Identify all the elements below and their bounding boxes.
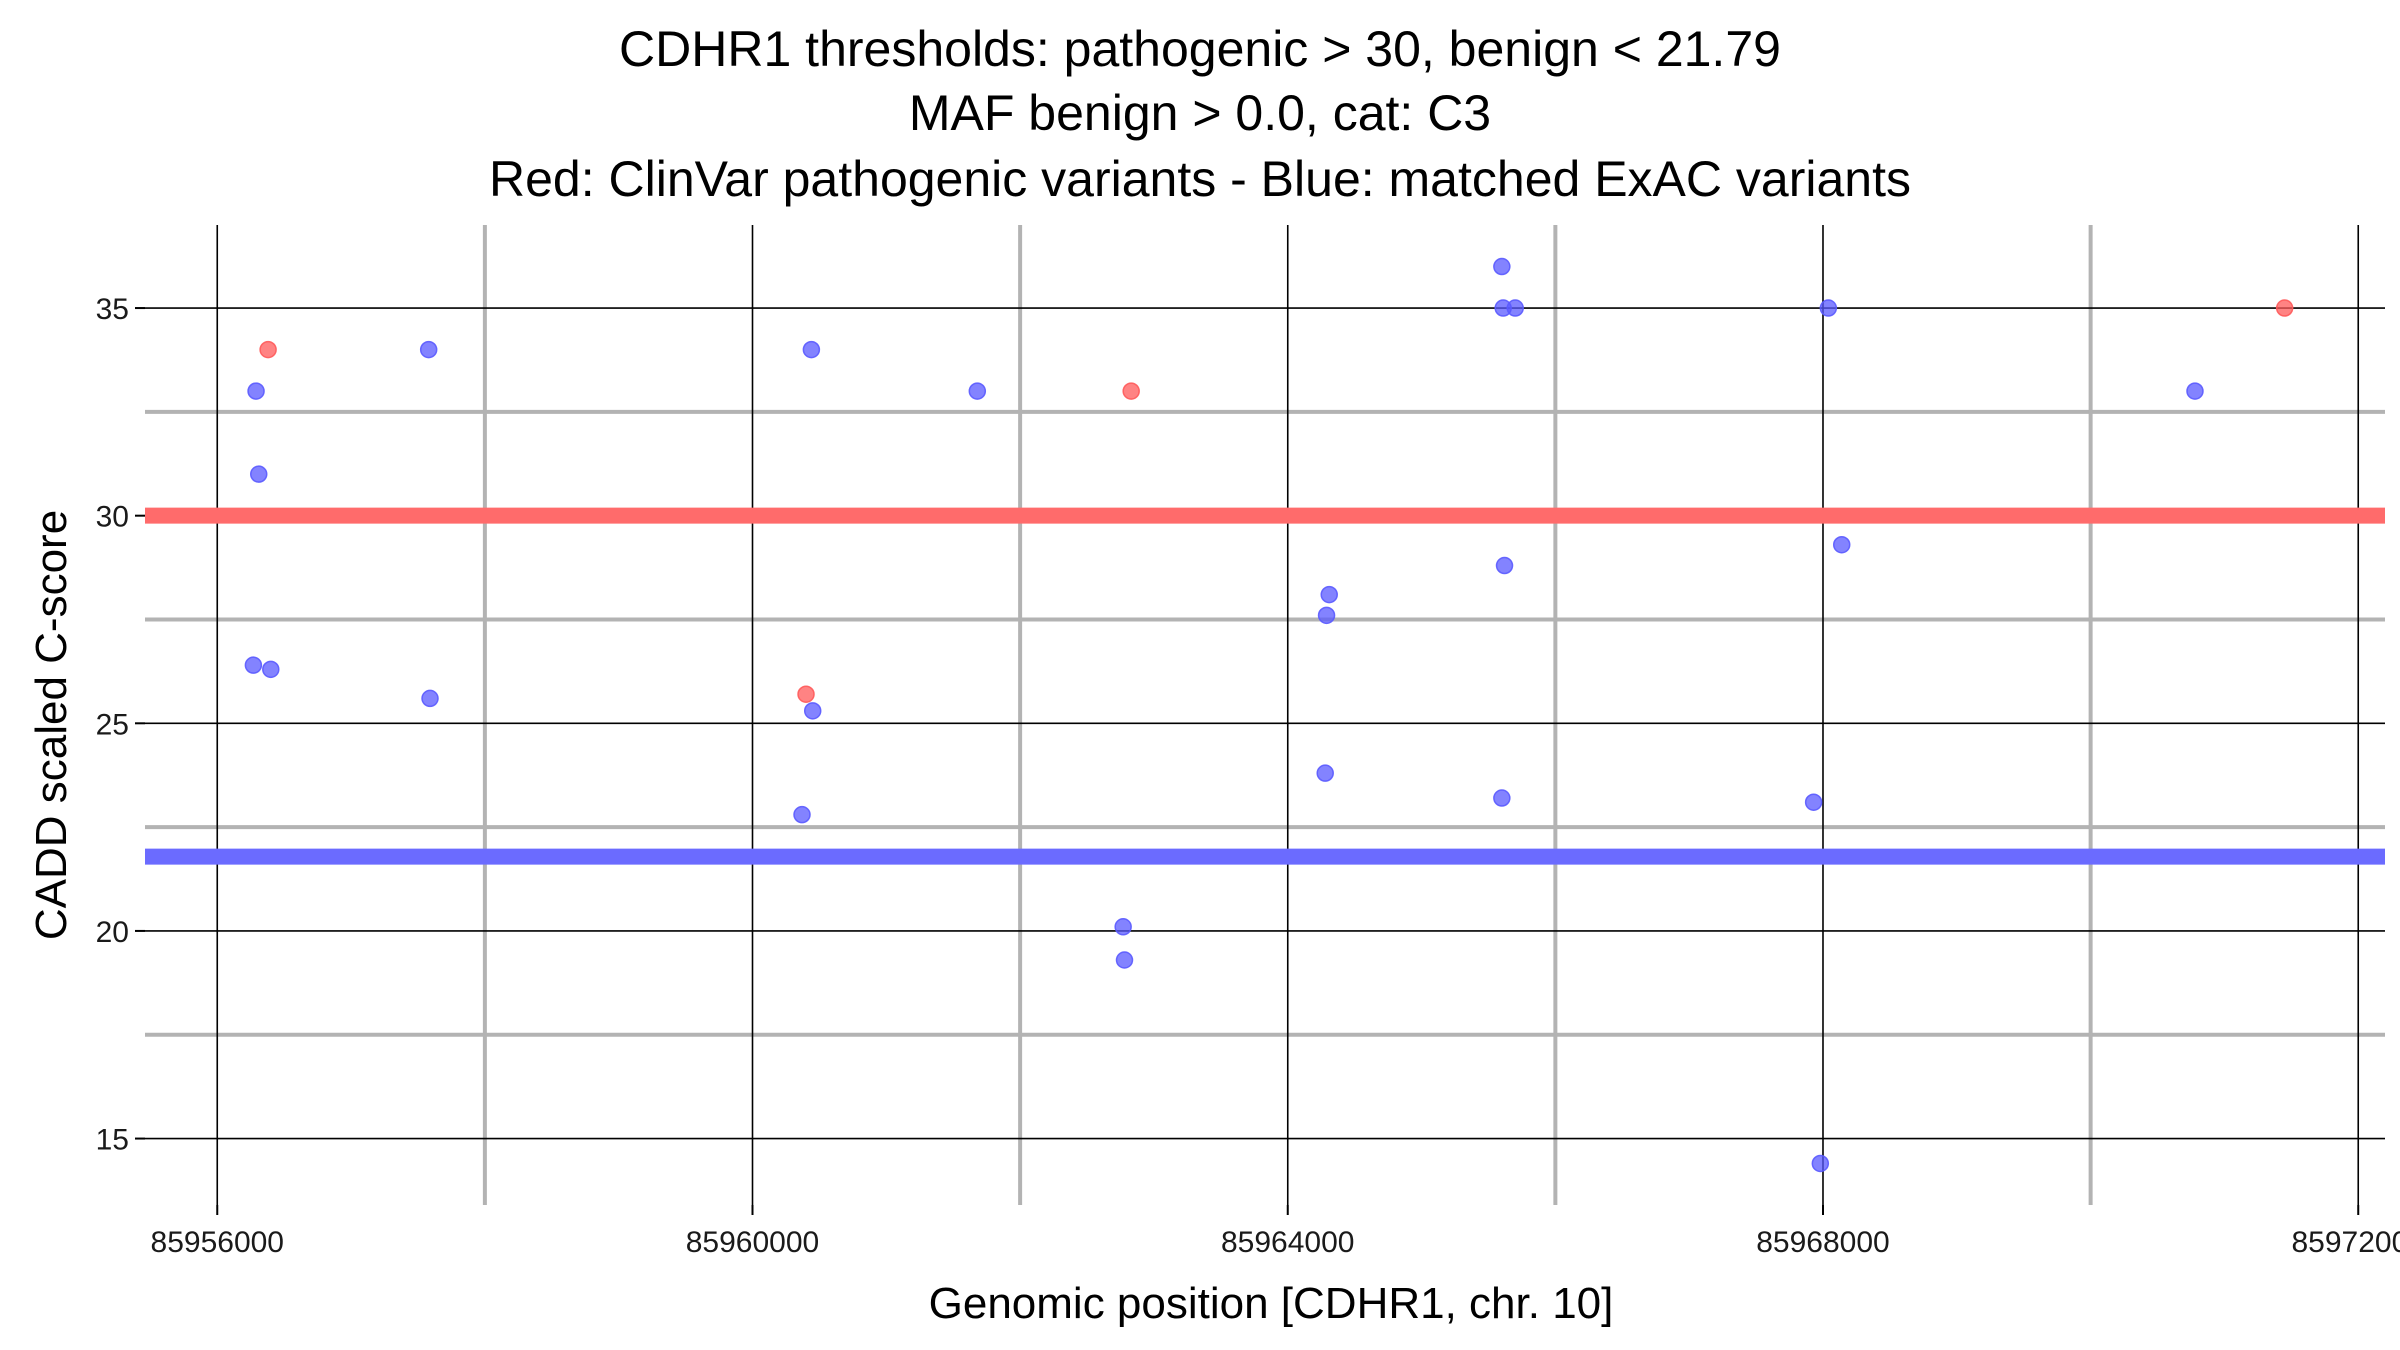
- benign-point: [1493, 789, 1511, 807]
- x-axis-title: Genomic position [CDHR1, chr. 10]: [929, 1279, 1614, 1328]
- benign-point: [1493, 257, 1511, 276]
- benign-point: [1316, 764, 1334, 782]
- x-tick-label: 85960000: [686, 1226, 819, 1259]
- y-tick-label: 20: [96, 916, 129, 949]
- title-line-1: CDHR1 thresholds: pathogenic > 30, benig…: [619, 21, 1781, 77]
- benign-point: [1495, 556, 1514, 575]
- benign-point: [968, 382, 987, 400]
- data-points: [244, 257, 2294, 1173]
- benign-point: [793, 805, 811, 824]
- x-tick-label: 85956000: [151, 1226, 284, 1259]
- pathogenic-point: [1122, 382, 1140, 400]
- chart-title: CDHR1 thresholds: pathogenic > 30, benig…: [489, 21, 1911, 207]
- benign-point: [244, 656, 263, 674]
- benign-point: [1115, 951, 1134, 969]
- x-tick-label: 85964000: [1221, 1226, 1354, 1259]
- benign-point: [803, 702, 822, 720]
- y-axis-title: CADD scaled C-score: [27, 510, 76, 940]
- threshold-lines: [145, 507, 2385, 865]
- x-tick-label: 85968000: [1756, 1226, 1889, 1259]
- pathogenic-point: [259, 340, 277, 359]
- pathogenic-point: [2275, 299, 2294, 317]
- y-tick-label: 15: [96, 1124, 129, 1157]
- y-tick-label: 25: [96, 708, 129, 741]
- benign-point: [419, 340, 438, 359]
- axis-ticks: 15 20 25 30 35 85956000 85960000 85964000 859680…: [96, 293, 2400, 1259]
- benign-point: [802, 340, 821, 359]
- y-tick-label: 30: [96, 501, 129, 534]
- benign-point: [1811, 1154, 1830, 1173]
- benign-point: [1114, 918, 1132, 936]
- title-line-3: Red: ClinVar pathogenic variants - Blue:…: [489, 151, 1911, 207]
- benign-point: [1317, 606, 1336, 625]
- benign-point: [2186, 382, 2204, 400]
- benign-point: [262, 660, 280, 679]
- benign-point: [1832, 535, 1851, 554]
- pathogenic-point: [797, 685, 815, 703]
- benign-point: [1819, 299, 1838, 317]
- y-tick-label: 35: [96, 293, 129, 326]
- benign-point: [247, 382, 265, 400]
- grid-lines: [145, 225, 2385, 1205]
- title-line-2: MAF benign > 0.0, cat: C3: [909, 85, 1491, 141]
- benign-point: [1804, 793, 1823, 811]
- benign-point: [421, 689, 439, 708]
- benign-point: [249, 465, 268, 483]
- x-tick-label: 85972000: [2291, 1226, 2400, 1259]
- benign-point: [1506, 299, 1524, 317]
- benign-point: [1320, 585, 1338, 604]
